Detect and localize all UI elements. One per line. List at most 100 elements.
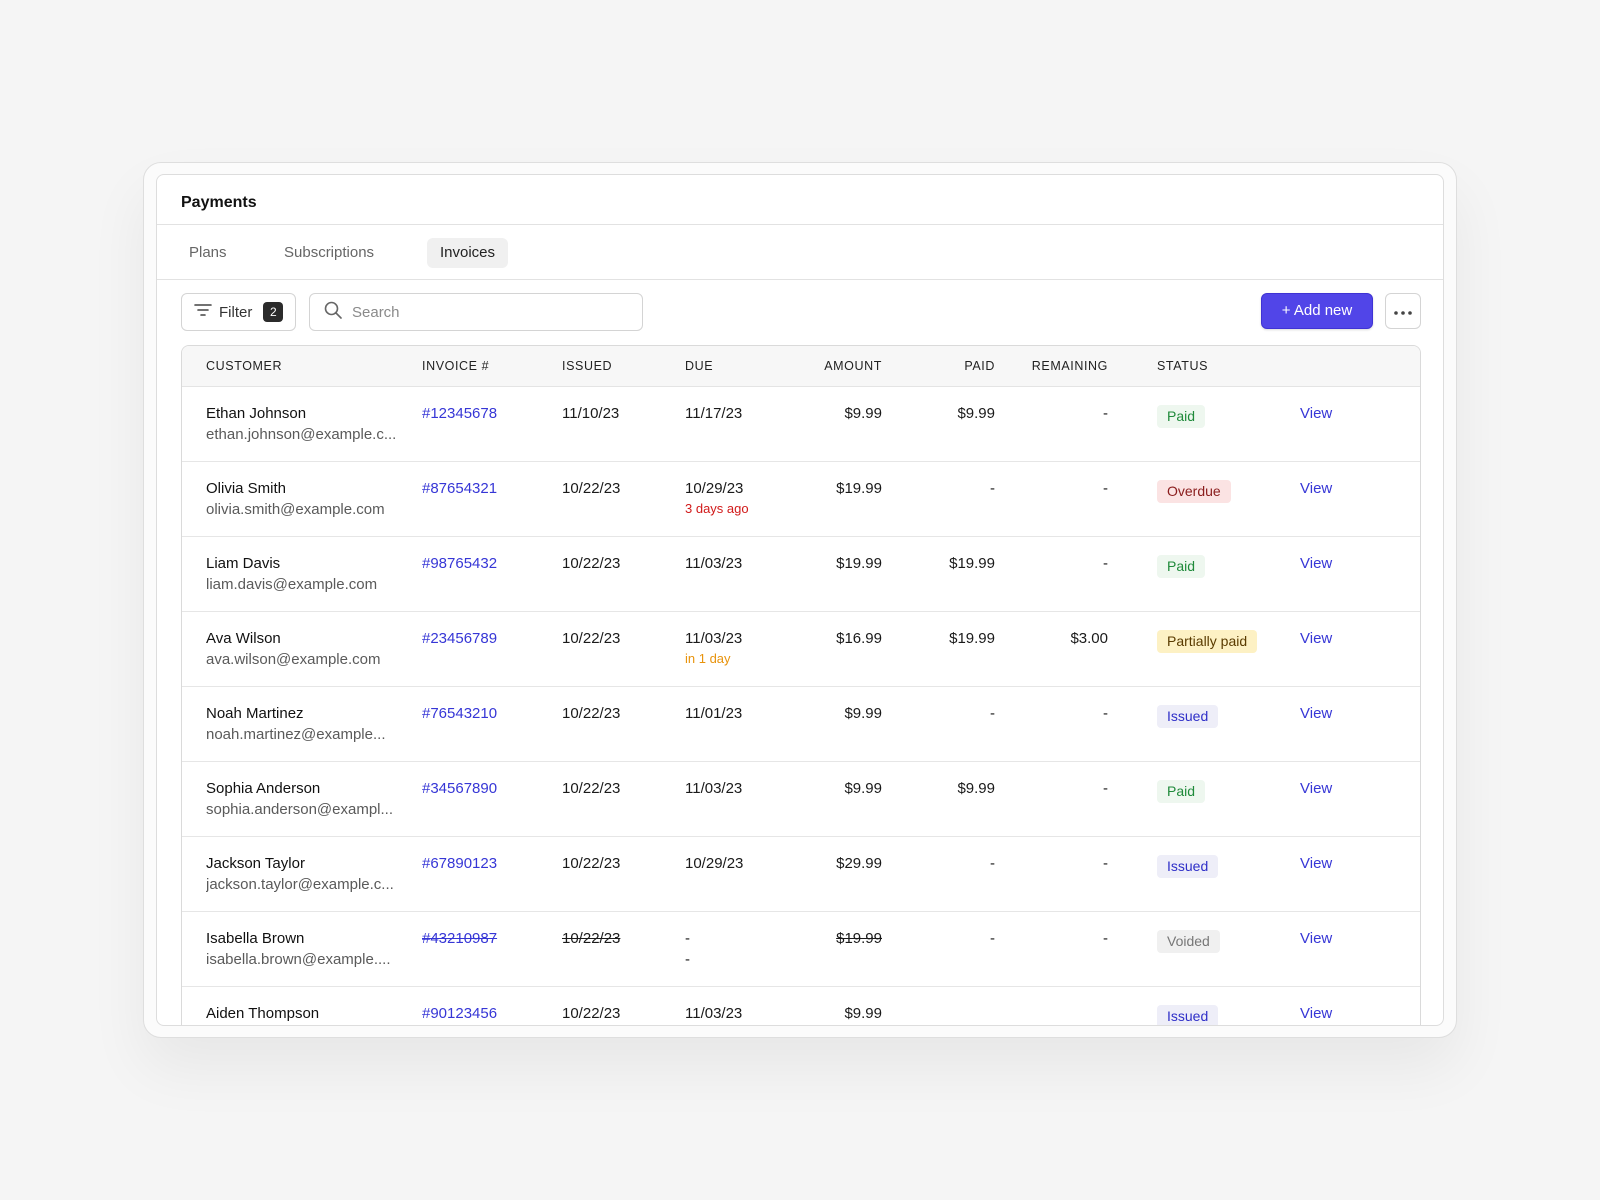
due-date: 10/29/23: [685, 855, 744, 872]
amount-value: $9.99: [844, 405, 882, 422]
divider: [157, 224, 1443, 225]
remaining-value: $3.00: [1070, 630, 1108, 647]
view-link[interactable]: View: [1300, 555, 1333, 572]
filter-button[interactable]: Filter 2: [181, 293, 296, 331]
issued-date: 10/22/23: [562, 555, 621, 572]
remaining-value: -: [1103, 705, 1108, 722]
invoice-link[interactable]: #23456789: [422, 630, 498, 647]
status-badge: Partially paid: [1157, 630, 1258, 653]
status-badge: Overdue: [1157, 480, 1231, 503]
status-badge: Paid: [1157, 780, 1206, 803]
table-row[interactable]: Liam Davis liam.davis@example.com #9876543…: [182, 537, 1420, 612]
view-link[interactable]: View: [1300, 630, 1333, 647]
remaining-value: -: [1103, 480, 1108, 497]
status-badge: Paid: [1157, 405, 1206, 428]
due-date: 11/17/23: [685, 405, 743, 422]
due-date: 11/03/23: [685, 630, 743, 647]
divider: [157, 279, 1443, 280]
table-row[interactable]: Noah Martinez noah.martinez@example... #76…: [182, 687, 1420, 762]
table-row[interactable]: Jackson Taylor jackson.taylor@example.c..…: [182, 837, 1420, 912]
due-date: 11/03/23: [685, 555, 743, 572]
add-new-button[interactable]: + Add new: [1261, 293, 1373, 329]
invoice-link[interactable]: #76543210: [422, 705, 498, 722]
remaining-value: -: [1103, 555, 1108, 572]
filter-icon: [194, 303, 212, 321]
remaining-value: -: [1103, 780, 1108, 797]
view-link[interactable]: View: [1300, 480, 1333, 497]
header-customer: CUSTOMER: [206, 359, 283, 373]
issued-date: 10/22/23: [562, 855, 621, 872]
invoice-link[interactable]: #87654321: [422, 480, 498, 497]
issued-date: 11/10/23: [562, 405, 620, 422]
paid-value: -: [990, 480, 995, 497]
view-link[interactable]: View: [1300, 930, 1333, 947]
paid-value: $19.99: [949, 555, 995, 572]
filter-count-badge: 2: [263, 302, 284, 322]
table-row[interactable]: Ava Wilson ava.wilson@example.com #2345678…: [182, 612, 1420, 687]
remaining-value: -: [1103, 855, 1108, 872]
view-link[interactable]: View: [1300, 405, 1333, 422]
customer-name: Noah Martinez: [206, 705, 304, 722]
due-date: 11/03/23: [685, 1005, 743, 1022]
filter-label: Filter: [219, 303, 253, 321]
table-row[interactable]: Sophia Anderson sophia.anderson@exampl...…: [182, 762, 1420, 837]
status-badge: Issued: [1157, 705, 1219, 728]
invoice-link[interactable]: #43210987: [422, 930, 498, 947]
view-link[interactable]: View: [1300, 780, 1333, 797]
invoice-link[interactable]: #34567890: [422, 780, 498, 797]
paid-value: $19.99: [949, 630, 995, 647]
search-box[interactable]: [309, 293, 643, 331]
issued-date: 10/22/23: [562, 705, 621, 722]
tab-subscriptions[interactable]: Subscriptions: [284, 244, 375, 261]
issued-date: 10/22/23: [562, 480, 621, 497]
view-link[interactable]: View: [1300, 1005, 1333, 1022]
customer-name: Ava Wilson: [206, 630, 281, 647]
invoice-link[interactable]: #12345678: [422, 405, 498, 422]
due-date: 10/29/23: [685, 480, 744, 497]
customer-name: Liam Davis: [206, 555, 281, 572]
customer-email: noah.martinez@example...: [206, 726, 386, 743]
status-badge: Issued: [1157, 855, 1219, 878]
status-badge: Paid: [1157, 555, 1206, 578]
amount-value: $19.99: [836, 555, 882, 572]
header-issued: ISSUED: [562, 359, 613, 373]
invoice-link[interactable]: #90123456: [422, 1005, 498, 1022]
issued-date: 10/22/23: [562, 1005, 621, 1022]
due-date: 11/03/23: [685, 780, 743, 797]
remaining-value: -: [1103, 930, 1108, 947]
due-date: 11/01/23: [685, 705, 743, 722]
remaining-value: -: [1103, 405, 1108, 422]
search-input[interactable]: [352, 303, 622, 321]
issued-date: 10/22/23: [562, 930, 621, 947]
tab-plans[interactable]: Plans: [189, 244, 227, 261]
amount-value: $16.99: [836, 630, 882, 647]
customer-email: liam.davis@example.com: [206, 576, 378, 593]
header-due: DUE: [685, 359, 714, 373]
view-link[interactable]: View: [1300, 855, 1333, 872]
amount-value: $29.99: [836, 855, 882, 872]
view-link[interactable]: View: [1300, 705, 1333, 722]
invoice-link[interactable]: #67890123: [422, 855, 498, 872]
customer-name: Sophia Anderson: [206, 780, 321, 797]
customer-name: Isabella Brown: [206, 930, 305, 947]
customer-email: isabella.brown@example....: [206, 951, 391, 968]
paid-value: -: [990, 930, 995, 947]
table-row[interactable]: Aiden Thompson #90123456 10/22/23 11/03/23 $…: [182, 987, 1420, 1025]
more-horizontal-icon: [1394, 302, 1412, 320]
due-date: -: [685, 930, 690, 947]
customer-email: ava.wilson@example.com: [206, 651, 381, 668]
table-row[interactable]: Isabella Brown isabella.brown@example....…: [182, 912, 1420, 987]
due-note: in 1 day: [685, 651, 731, 666]
table-row[interactable]: Ethan Johnson ethan.johnson@example.c... #…: [182, 387, 1420, 462]
tab-invoices[interactable]: Invoices: [427, 238, 509, 268]
header-status: STATUS: [1157, 359, 1209, 373]
table-row[interactable]: Olivia Smith olivia.smith@example.com #876…: [182, 462, 1420, 537]
status-badge: Voided: [1157, 930, 1220, 953]
status-badge: Issued: [1157, 1005, 1219, 1025]
paid-value: -: [990, 855, 995, 872]
customer-email: olivia.smith@example.com: [206, 501, 385, 518]
paid-value: $9.99: [957, 780, 995, 797]
more-options-button[interactable]: [1385, 293, 1421, 329]
invoice-link[interactable]: #98765432: [422, 555, 498, 572]
amount-value: $19.99: [836, 480, 882, 497]
